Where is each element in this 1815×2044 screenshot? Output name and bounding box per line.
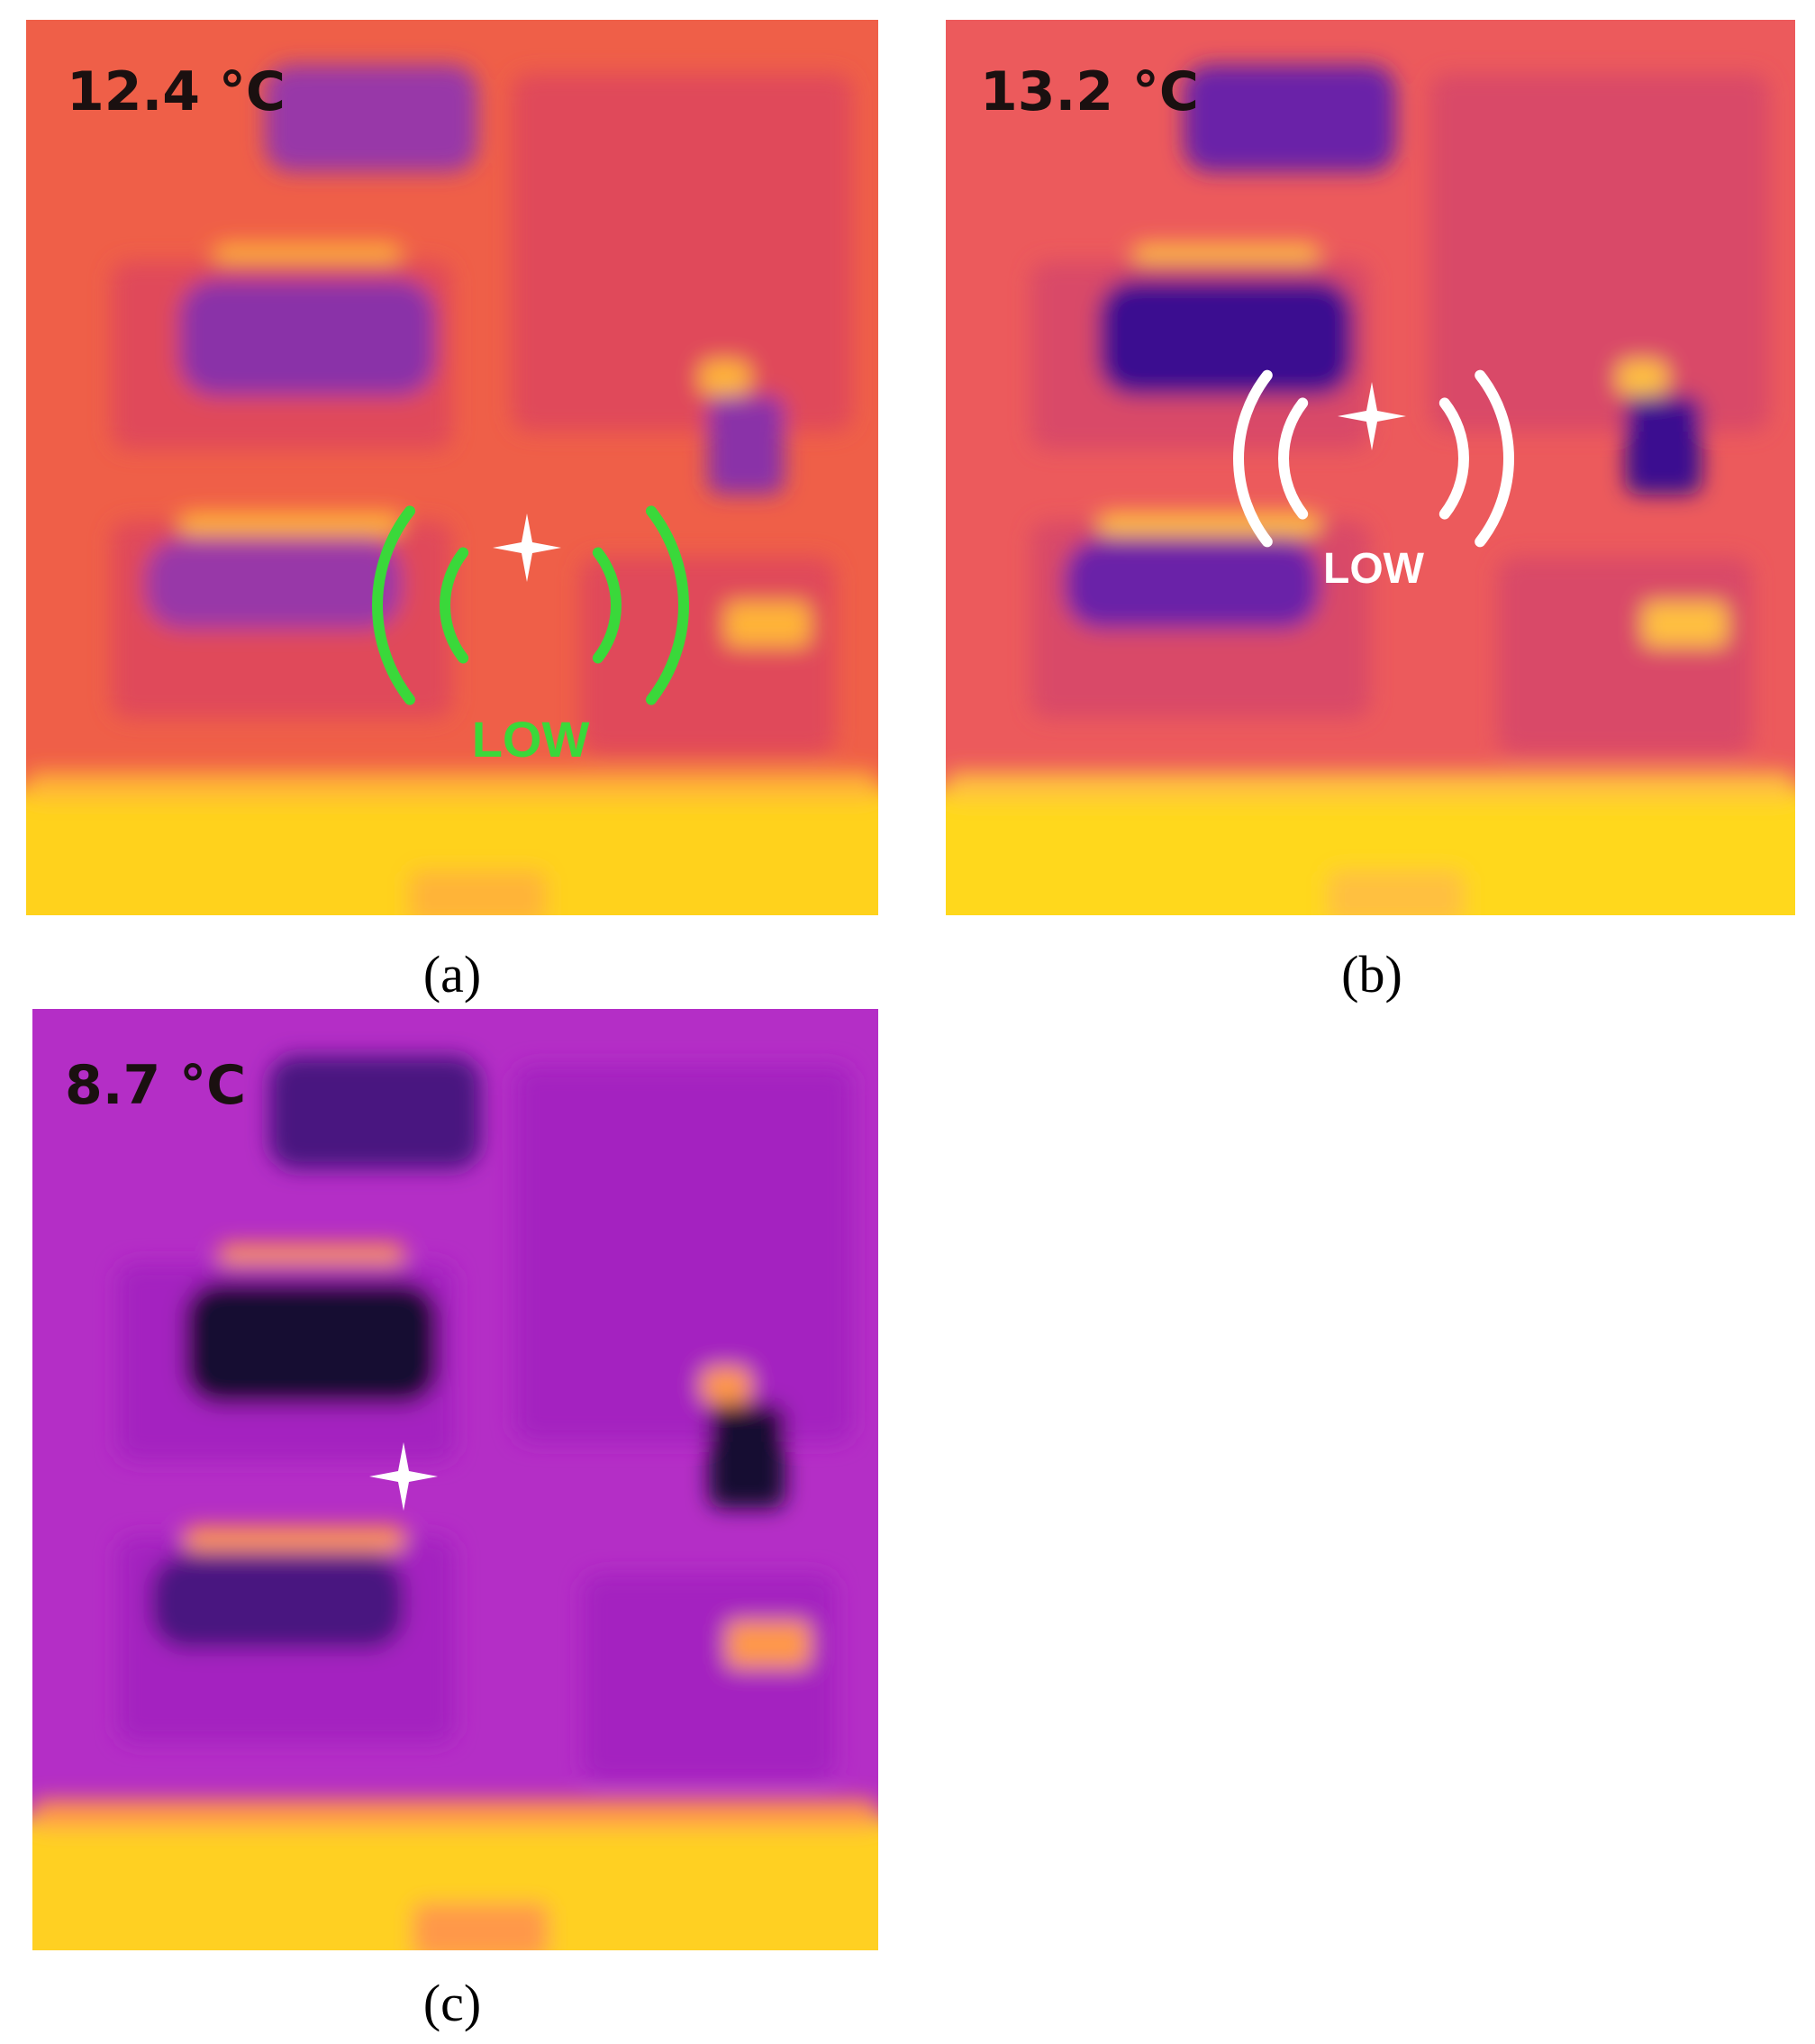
thermal-region bbox=[26, 789, 878, 915]
thermal-region bbox=[145, 539, 402, 629]
reticle bbox=[1233, 369, 1514, 548]
caption: (a) bbox=[422, 945, 482, 1004]
thermal-region bbox=[709, 1404, 785, 1508]
thermal-region bbox=[1625, 395, 1702, 495]
thermal-region bbox=[1065, 539, 1320, 629]
reticle-arc bbox=[645, 505, 689, 705]
thermal-image: 13.2 °C LOW bbox=[946, 20, 1795, 915]
thermal-region bbox=[264, 64, 478, 172]
thermal-image: 12.4 °C LOW bbox=[26, 20, 878, 915]
thermal-region bbox=[699, 359, 751, 396]
thermal-region bbox=[1132, 243, 1320, 262]
thermal-region bbox=[185, 1282, 439, 1404]
indicator-label: LOW bbox=[1323, 545, 1425, 593]
thermal-region bbox=[32, 1818, 878, 1950]
thermal-region bbox=[700, 1367, 752, 1404]
thermal-region bbox=[413, 1903, 549, 1950]
thermal-region bbox=[724, 602, 811, 647]
temperature-readout: 12.4 °C bbox=[67, 60, 286, 123]
reticle-arc bbox=[592, 547, 622, 664]
thermal-region bbox=[1098, 512, 1320, 535]
features bbox=[32, 1056, 878, 1950]
reticle-arc bbox=[1233, 369, 1273, 548]
reticle-arc bbox=[1278, 397, 1309, 520]
crosshair bbox=[1338, 382, 1406, 450]
caption: (c) bbox=[422, 1974, 482, 2032]
thermal-region bbox=[514, 1065, 853, 1442]
thermal-region bbox=[409, 870, 547, 915]
reticle-arc bbox=[372, 505, 416, 705]
thermal-region bbox=[179, 279, 436, 396]
thermal-region bbox=[1184, 64, 1396, 172]
thermal-image: 8.7 °C bbox=[32, 1009, 878, 1950]
thermal-region bbox=[218, 1244, 405, 1264]
temperature-readout: 13.2 °C bbox=[980, 60, 1199, 123]
thermal-region bbox=[946, 789, 1795, 915]
reticle bbox=[369, 1442, 438, 1511]
thermal-region bbox=[707, 395, 785, 495]
thermal-region bbox=[1642, 602, 1728, 647]
thermal-region bbox=[1429, 73, 1770, 432]
reticle bbox=[372, 505, 689, 705]
thermal-region bbox=[1497, 557, 1753, 755]
reticle-arc bbox=[1438, 397, 1469, 520]
reticle-arc bbox=[440, 547, 469, 664]
indicator-label: LOW bbox=[472, 711, 590, 768]
thermal-region bbox=[1616, 359, 1668, 396]
thermal-region bbox=[150, 1555, 405, 1649]
features bbox=[946, 64, 1795, 915]
thermal-region bbox=[26, 771, 878, 799]
thermal-region bbox=[1328, 870, 1465, 915]
thermal-region bbox=[268, 1056, 481, 1169]
thermal-region bbox=[1098, 279, 1354, 396]
features bbox=[26, 64, 878, 915]
thermal-region bbox=[582, 1574, 837, 1781]
reticle-arc bbox=[1475, 369, 1514, 548]
caption: (b) bbox=[1341, 945, 1402, 1004]
thermal-region bbox=[213, 243, 402, 262]
thermal-region bbox=[946, 771, 1795, 799]
crosshair bbox=[369, 1442, 438, 1511]
thermal-region bbox=[185, 1526, 405, 1550]
thermal-region bbox=[179, 512, 402, 535]
thermal-region bbox=[725, 1621, 811, 1668]
temperature-readout: 8.7 °C bbox=[65, 1054, 246, 1117]
thermal-region bbox=[512, 73, 853, 432]
thermal-region bbox=[32, 1799, 878, 1829]
crosshair bbox=[493, 513, 561, 582]
